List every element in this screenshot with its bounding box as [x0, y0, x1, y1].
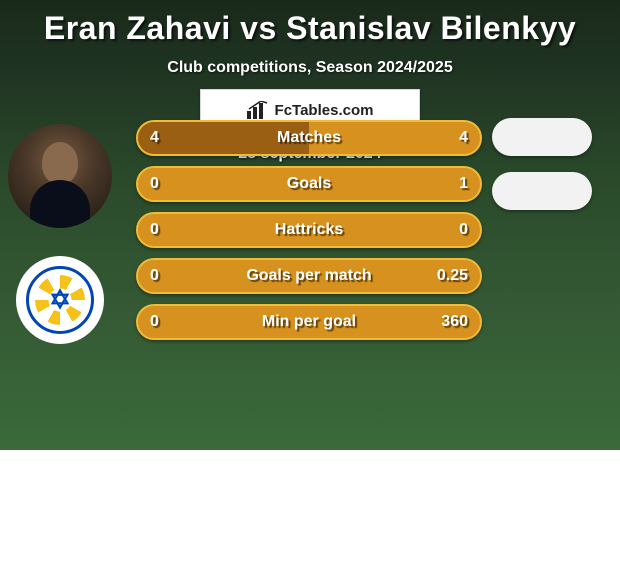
- stat-value-right: 0: [459, 221, 468, 239]
- brand-label: FcTables.com: [275, 102, 374, 119]
- blank-pill: [492, 172, 592, 210]
- stat-label: Matches: [277, 129, 341, 147]
- comparison-card: Eran Zahavi vs Stanislav Bilenkyy Club c…: [0, 0, 620, 450]
- stat-label: Min per goal: [262, 313, 356, 331]
- page-title: Eran Zahavi vs Stanislav Bilenkyy: [0, 0, 620, 47]
- subtitle: Club competitions, Season 2024/2025: [0, 59, 620, 77]
- stat-label: Goals: [287, 175, 331, 193]
- stat-value-right: 360: [441, 313, 468, 331]
- stat-label: Goals per match: [246, 267, 371, 285]
- stat-row: 0 Goals per match 0.25: [136, 258, 482, 294]
- stat-value-left: 0: [150, 313, 159, 331]
- stat-row: 0 Hattricks 0: [136, 212, 482, 248]
- club-crest: ✡: [16, 256, 104, 344]
- stat-value-left: 4: [150, 129, 159, 147]
- chart-icon: [247, 101, 269, 119]
- stat-row: 4 Matches 4: [136, 120, 482, 156]
- stat-value-left: 0: [150, 175, 159, 193]
- stat-value-right: 1: [459, 175, 468, 193]
- stat-value-right: 4: [459, 129, 468, 147]
- player-column-right: [492, 118, 602, 226]
- stat-row: 0 Goals 1: [136, 166, 482, 202]
- stat-label: Hattricks: [275, 221, 343, 239]
- stat-value-right: 0.25: [437, 267, 468, 285]
- stats-rows: 4 Matches 4 0 Goals 1 0 Hattricks 0 0 Goals per ma…: [136, 120, 482, 350]
- stat-value-left: 0: [150, 267, 159, 285]
- blank-pill: [492, 118, 592, 156]
- player-avatar: [8, 124, 112, 228]
- stat-value-left: 0: [150, 221, 159, 239]
- player-column-left: ✡: [8, 124, 112, 344]
- stat-row: 0 Min per goal 360: [136, 304, 482, 340]
- crest-star-icon: ✡: [49, 285, 71, 316]
